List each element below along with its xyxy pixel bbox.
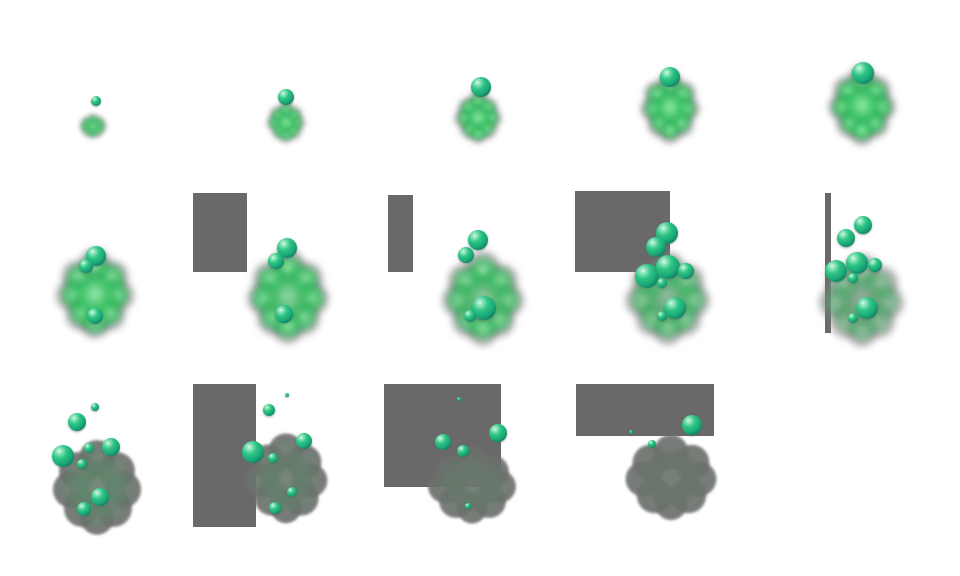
cloud-puff [630, 442, 675, 487]
bubble [664, 297, 686, 319]
gray-artifact-rect [193, 193, 247, 272]
bubble [268, 453, 278, 463]
bubble [287, 487, 297, 497]
bubble [465, 503, 471, 509]
cloud-puff [634, 471, 679, 516]
cloud-puff [278, 474, 321, 518]
bubble [682, 415, 702, 435]
cloud-puff [664, 471, 709, 516]
cloud-puff [91, 449, 137, 495]
bubble [84, 443, 94, 453]
bubble [435, 434, 451, 450]
cloud-puff [257, 270, 319, 332]
bubble [87, 308, 103, 324]
bubble [458, 247, 474, 263]
bubble [657, 311, 667, 321]
bubble [635, 264, 659, 288]
cloud-puff [475, 466, 517, 508]
bubble [472, 296, 496, 320]
cloud-puff [466, 479, 508, 520]
cloud-puff [433, 447, 511, 524]
bubble [846, 252, 868, 274]
cloud-puff [453, 487, 491, 525]
bubble [457, 397, 461, 401]
bubble [77, 502, 91, 516]
bubble [68, 413, 86, 431]
bubble [656, 255, 680, 279]
bubble [825, 260, 847, 282]
bubble [848, 273, 858, 283]
bubble [277, 238, 297, 258]
cloud-puff [673, 456, 718, 501]
cloud-puff [667, 442, 712, 487]
bubble [657, 278, 667, 288]
cloud-puff [62, 452, 132, 523]
bubble [52, 445, 74, 467]
cloud-puff [270, 106, 302, 139]
bubble [79, 259, 93, 273]
bubble [296, 433, 312, 449]
gray-artifact-rect [388, 195, 413, 272]
bubble [91, 488, 109, 506]
bubble [242, 441, 264, 463]
bubble [837, 229, 855, 247]
cloud-puff [832, 76, 892, 136]
bubble [471, 77, 491, 97]
bubble [854, 216, 872, 234]
bubble [648, 440, 656, 448]
bubble [278, 89, 294, 105]
bubble [285, 393, 289, 397]
cloud-puff [469, 453, 511, 495]
cloud-puff [643, 81, 697, 134]
bubble [660, 67, 680, 87]
bubble [468, 230, 488, 250]
cloud-puff [427, 466, 469, 508]
bubble [868, 258, 882, 272]
bubble [856, 297, 878, 319]
bubble [457, 445, 469, 457]
bubble [263, 404, 275, 416]
cloud-puff [440, 453, 504, 518]
cloud-puff [649, 433, 693, 478]
bubble [678, 263, 694, 279]
cloud-puff [458, 97, 498, 138]
bubble [275, 305, 293, 323]
cloud-puff [651, 480, 691, 521]
cloud-puff [243, 458, 287, 502]
bubble [91, 96, 101, 106]
bubble [102, 438, 120, 456]
bubble [489, 424, 507, 442]
bubble [848, 313, 858, 323]
cloud-puff [253, 445, 319, 512]
cloud-puff [624, 456, 669, 501]
bubble [852, 62, 874, 84]
bubble [464, 310, 476, 322]
cloud-puff [637, 443, 705, 512]
bubble [629, 430, 633, 434]
cloud-puff [280, 442, 324, 486]
bubble [77, 459, 87, 469]
cloud-puff [437, 479, 479, 520]
bubble [268, 253, 284, 269]
bubble [91, 403, 99, 411]
cloud-puff [433, 453, 475, 495]
cloud-puff [83, 116, 103, 137]
bubble [646, 237, 666, 257]
bubble [269, 502, 281, 514]
cloud-puff [630, 437, 712, 519]
